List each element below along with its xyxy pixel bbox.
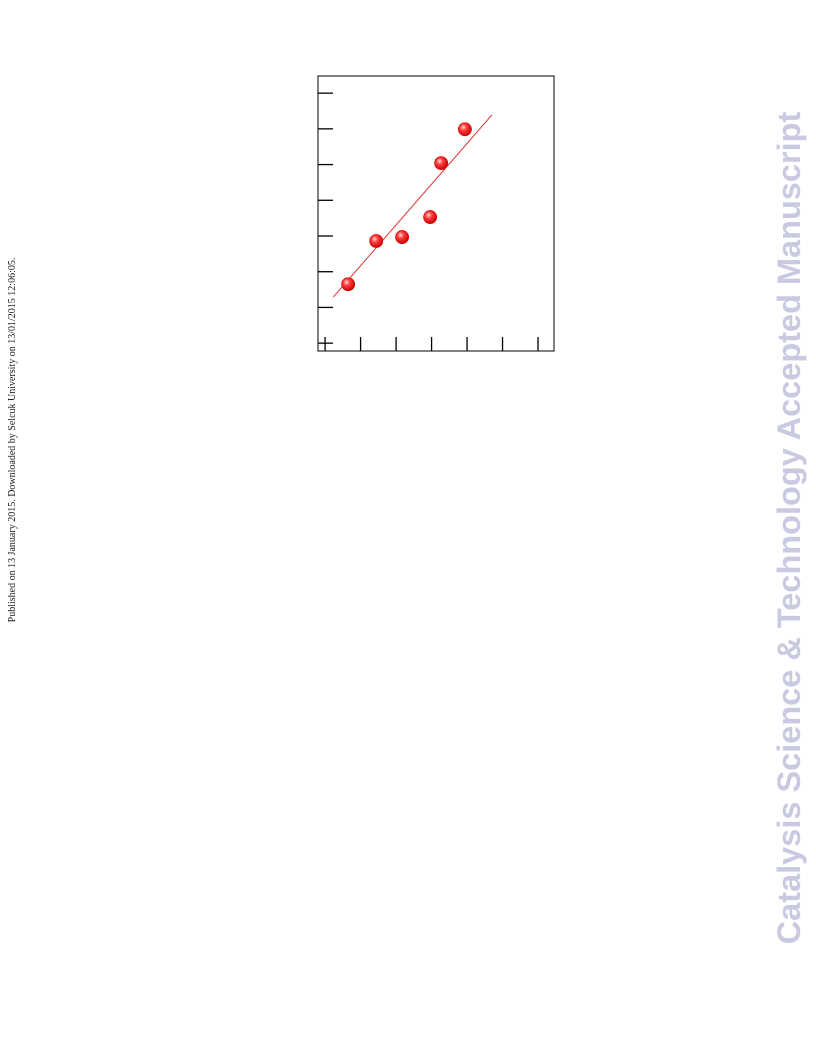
data-point (423, 210, 438, 224)
scatter-chart (317, 75, 555, 352)
watermark: Catalysis Science & Technology Accepted … (771, 112, 807, 945)
data-point (341, 277, 356, 292)
fit-line (332, 114, 493, 298)
plot-frame (317, 75, 555, 352)
data-point (369, 234, 384, 248)
data-point (458, 122, 472, 137)
data-point (395, 230, 410, 244)
side-note: Published on 13 January 2015. Downloaded… (7, 258, 18, 623)
data-point (434, 156, 449, 171)
